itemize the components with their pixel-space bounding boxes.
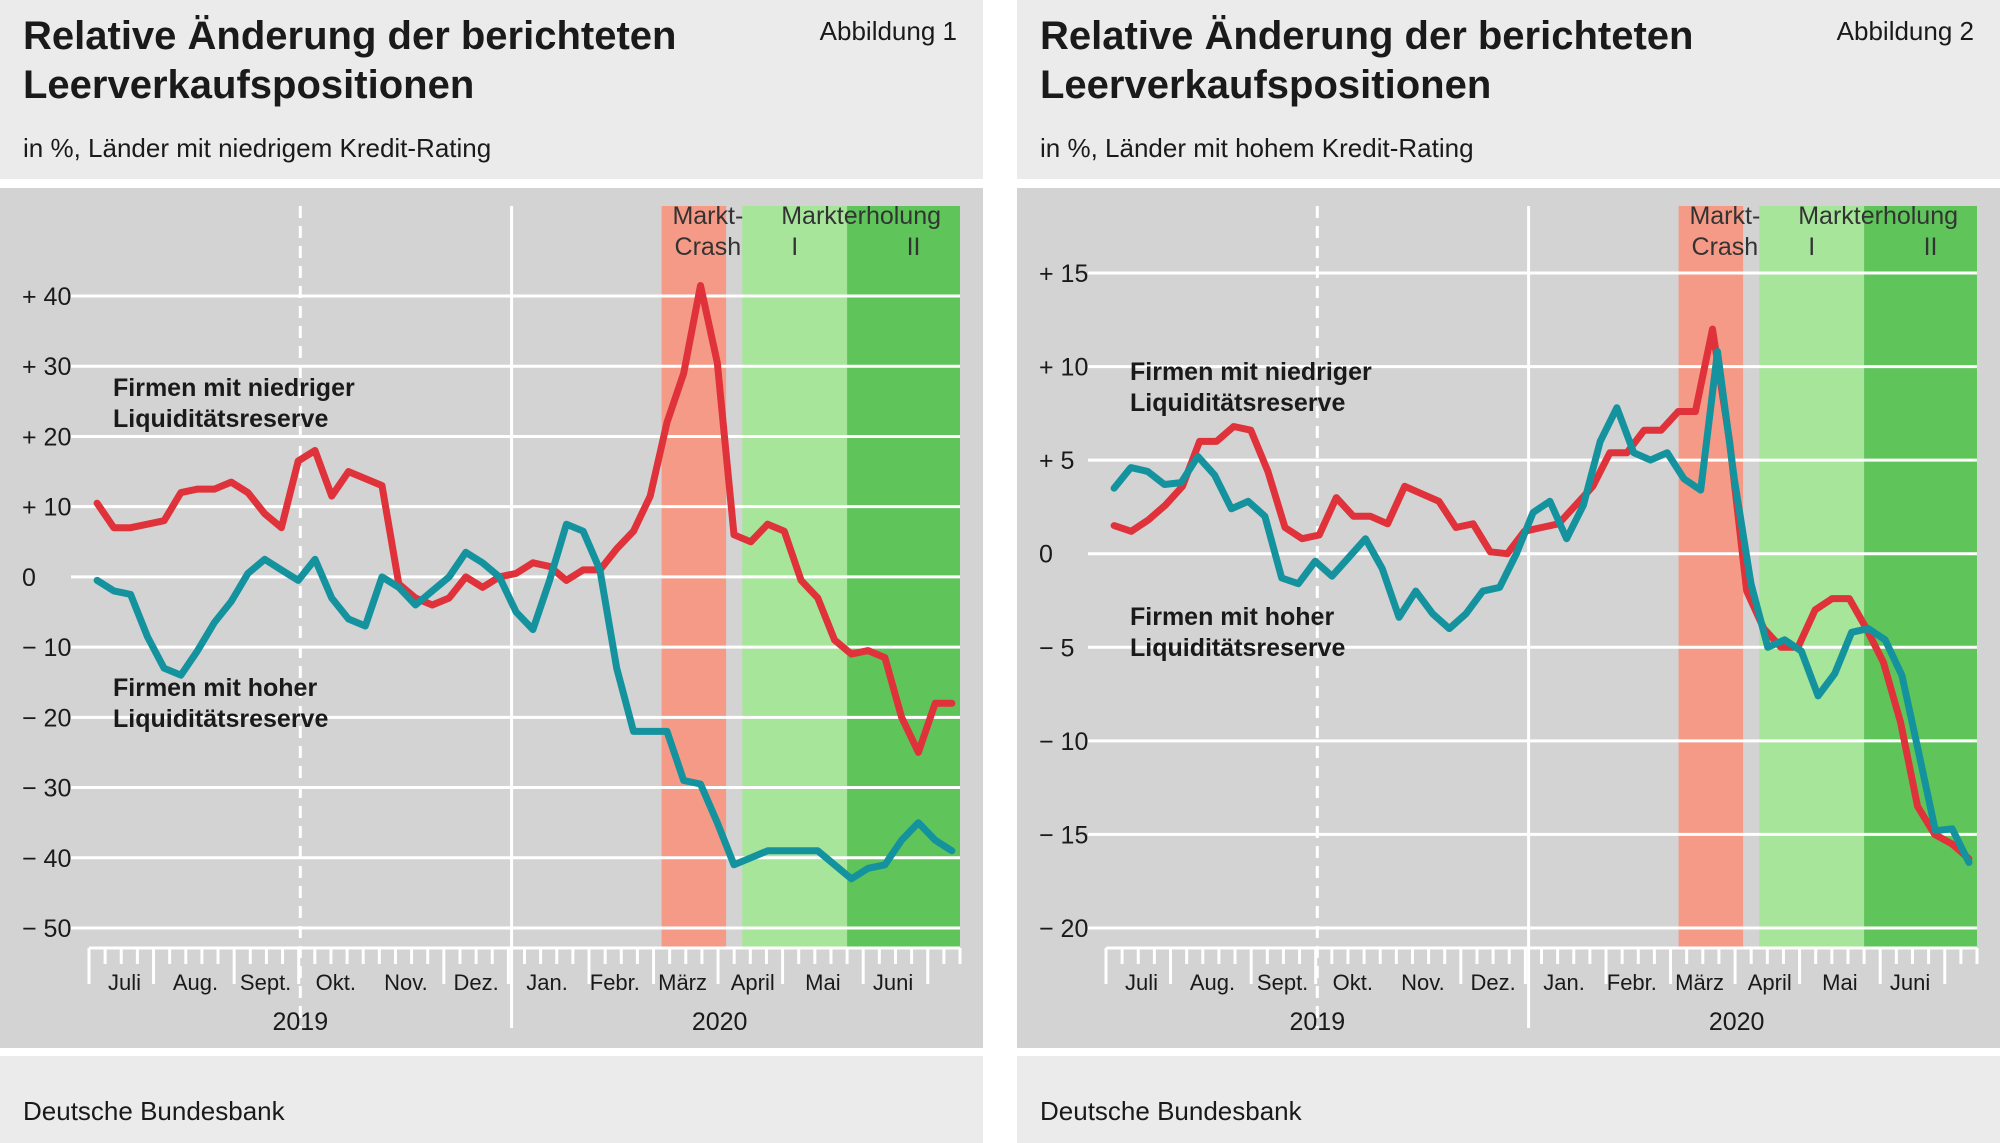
year-label: 2020 bbox=[1709, 1008, 1765, 1036]
series-label-low-liquidity: Liquiditätsreserve bbox=[1130, 389, 1345, 417]
year-label: 2020 bbox=[692, 1008, 748, 1036]
chart-title: Relative Änderung der berichteten Leerve… bbox=[23, 12, 676, 110]
series-label-low-liquidity: Firmen mit niedriger bbox=[1130, 358, 1372, 386]
x-tick-label: Okt. bbox=[316, 970, 356, 995]
phase-label-recovery: Markterholung bbox=[1798, 202, 1958, 230]
chart-subtitle: in %, Länder mit niedrigem Kredit-Rating bbox=[23, 133, 492, 163]
x-tick-label: Sept. bbox=[1257, 970, 1308, 995]
y-tick-label: − 20 bbox=[1039, 915, 1088, 943]
y-tick-label: + 10 bbox=[22, 494, 71, 522]
x-tick-label: Aug. bbox=[173, 970, 218, 995]
series-label-high-liquidity: Firmen mit hoher bbox=[113, 674, 317, 702]
chart-panel-2: Relative Änderung der berichteten Leerve… bbox=[1017, 0, 2000, 1143]
x-tick-label: März bbox=[1675, 970, 1724, 995]
chart-subtitle: in %, Länder mit hohem Kredit-Rating bbox=[1040, 133, 1474, 163]
chart-title: Relative Änderung der berichteten Leerve… bbox=[1040, 12, 1693, 110]
y-tick-label: + 30 bbox=[22, 353, 71, 381]
series-label-high-liquidity: Liquiditätsreserve bbox=[113, 705, 328, 733]
series-line-low-liquidity bbox=[93, 282, 956, 756]
source-label: Deutsche Bundesbank bbox=[1040, 1096, 1302, 1126]
series-line-high-liquidity bbox=[93, 520, 956, 883]
chart-header: Relative Änderung der berichteten Leerve… bbox=[1017, 0, 2000, 179]
x-tick-label: Juli bbox=[108, 970, 141, 995]
chart-title-line-1: Relative Änderung der berichteten bbox=[23, 14, 677, 58]
x-tick-label: Juli bbox=[1125, 970, 1158, 995]
x-tick-label: April bbox=[1748, 970, 1792, 995]
line-chart-1: + 40 + 30 + 20 + 10 0 − 10 − 20 − 30 − 40 − 50 Jul… bbox=[22, 202, 962, 1036]
y-tick-label: − 10 bbox=[1039, 728, 1088, 756]
x-tick-label: Mai bbox=[1822, 970, 1857, 995]
x-tick-label: April bbox=[731, 970, 775, 995]
chart-title-line-2: Leerverkaufspositionen bbox=[23, 63, 475, 107]
y-tick-label: − 30 bbox=[22, 775, 71, 803]
x-tick-label: Mai bbox=[805, 970, 840, 995]
series-line-low-liquidity bbox=[1110, 325, 1973, 863]
chart-header: Relative Änderung der berichteten Leerve… bbox=[0, 0, 983, 179]
series-label-low-liquidity: Firmen mit niedriger bbox=[113, 374, 355, 402]
phase-label-crash: Crash bbox=[1692, 233, 1759, 261]
series-label-high-liquidity: Firmen mit hoher bbox=[1130, 603, 1334, 631]
chart-panel-1: Relative Änderung der berichteten Leerve… bbox=[0, 0, 983, 1143]
phase-label-crash: Markt- bbox=[1689, 202, 1760, 230]
series-label-high-liquidity: Liquiditätsreserve bbox=[1130, 634, 1345, 662]
line-chart-2: + 15 + 10 + 5 0 − 5 − 10 − 15 − 20 Juli Aug. Sept.… bbox=[1039, 202, 1979, 1036]
phase-label-recovery: Markterholung bbox=[781, 202, 941, 230]
x-tick-label: Nov. bbox=[1401, 970, 1445, 995]
figure-label: Abbildung 2 bbox=[1836, 16, 1974, 46]
chart-footer: Deutsche Bundesbank bbox=[1017, 1056, 2000, 1143]
y-tick-label: − 20 bbox=[22, 704, 71, 732]
x-tick-label: Dez. bbox=[1470, 970, 1515, 995]
y-tick-label: − 50 bbox=[22, 915, 71, 943]
phase-label-crash: Markt- bbox=[672, 202, 743, 230]
y-tick-label: + 40 bbox=[22, 283, 71, 311]
y-tick-label: − 5 bbox=[1039, 634, 1074, 662]
x-tick-label: Nov. bbox=[384, 970, 428, 995]
plot-area: + 15 + 10 + 5 0 − 5 − 10 − 15 − 20 Juli Aug. Sept.… bbox=[1017, 188, 2000, 1048]
year-label: 2019 bbox=[272, 1008, 328, 1036]
x-tick-label: Juni bbox=[1890, 970, 1930, 995]
source-label: Deutsche Bundesbank bbox=[23, 1096, 285, 1126]
chart-footer: Deutsche Bundesbank bbox=[0, 1056, 983, 1143]
y-tick-label: − 15 bbox=[1039, 821, 1088, 849]
chart-title-line-1: Relative Änderung der berichteten bbox=[1040, 14, 1694, 58]
y-tick-label: − 10 bbox=[22, 634, 71, 662]
plot-area: + 40 + 30 + 20 + 10 0 − 10 − 20 − 30 − 40 − 50 Jul… bbox=[0, 188, 983, 1048]
y-tick-label: 0 bbox=[22, 564, 36, 592]
x-tick-label: März bbox=[658, 970, 707, 995]
phase-band-crash bbox=[1678, 206, 1744, 948]
series-label-low-liquidity: Liquiditätsreserve bbox=[113, 405, 328, 433]
x-tick-label: Jan. bbox=[526, 970, 568, 995]
x-tick-label: Aug. bbox=[1190, 970, 1235, 995]
phase-label-recovery-2: II bbox=[1924, 233, 1938, 261]
figure-label: Abbildung 1 bbox=[819, 16, 957, 46]
phase-label-crash: Crash bbox=[675, 233, 742, 261]
y-tick-label: + 15 bbox=[1039, 260, 1088, 288]
year-label: 2019 bbox=[1289, 1008, 1345, 1036]
x-tick-label: Febr. bbox=[1607, 970, 1657, 995]
phase-label-recovery-1: I bbox=[1808, 233, 1815, 261]
x-tick-label: Juni bbox=[873, 970, 913, 995]
x-tick-label: Sept. bbox=[240, 970, 291, 995]
phase-band-recovery_1 bbox=[1759, 206, 1865, 948]
phase-label-recovery-2: II bbox=[907, 233, 921, 261]
chart-title-line-2: Leerverkaufspositionen bbox=[1040, 63, 1492, 107]
phase-band-recovery_2 bbox=[1864, 206, 1977, 948]
y-tick-label: − 40 bbox=[22, 845, 71, 873]
series-line-high-liquidity bbox=[1110, 348, 1973, 866]
x-tick-label: Febr. bbox=[590, 970, 640, 995]
y-tick-label: 0 bbox=[1039, 541, 1053, 569]
y-tick-label: + 10 bbox=[1039, 354, 1088, 382]
x-tick-label: Dez. bbox=[453, 970, 498, 995]
y-tick-label: + 5 bbox=[1039, 447, 1074, 475]
x-tick-label: Jan. bbox=[1543, 970, 1585, 995]
x-tick-label: Okt. bbox=[1333, 970, 1373, 995]
phase-label-recovery-1: I bbox=[791, 233, 798, 261]
y-tick-label: + 20 bbox=[22, 423, 71, 451]
